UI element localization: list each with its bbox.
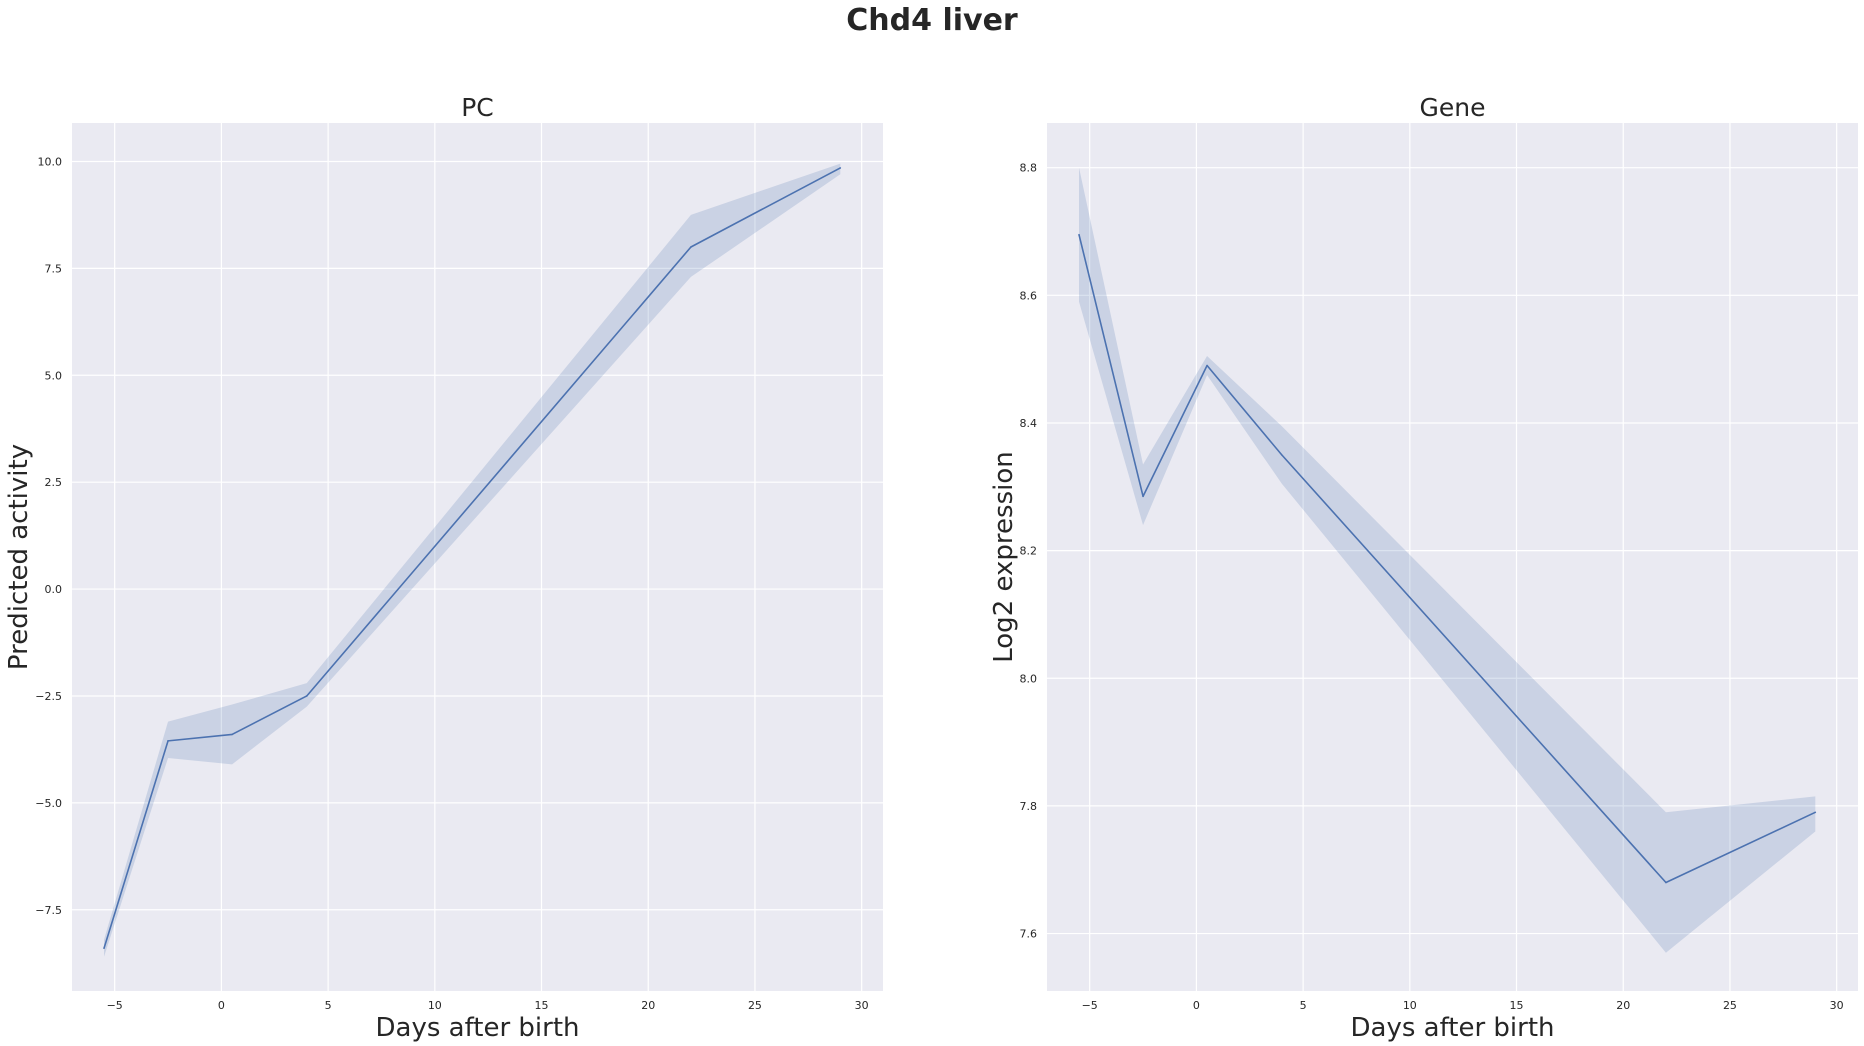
gene-series-line	[1078, 234, 1816, 884]
pc-y-tick-label: 10.0	[38, 155, 63, 168]
gene-y-tick-label: 8.8	[1020, 162, 1038, 175]
gene-x-tick-label: 20	[1616, 999, 1630, 1012]
pc-plot-area	[72, 123, 883, 991]
gene-y-tick-label: 7.6	[1020, 928, 1038, 941]
gene-y-axis-label: Log2 expression	[989, 451, 1019, 663]
pc-x-tick-label: 0	[218, 999, 225, 1012]
pc-x-tick-label: 25	[748, 999, 762, 1012]
gene-x-tick-label: −5	[1082, 999, 1098, 1012]
gene-x-tick-label: 0	[1193, 999, 1200, 1012]
pc-y-tick-label: 0.0	[45, 583, 63, 596]
pc-x-tick-label: 30	[855, 999, 869, 1012]
pc-y-tick-label: −2.5	[35, 690, 62, 703]
pc-x-axis-label: Days after birth	[375, 1013, 579, 1043]
gene-data-point	[1206, 364, 1208, 367]
gene-x-tick-label: 15	[1510, 999, 1524, 1012]
pc-data-point	[305, 695, 308, 697]
gene-y-tick-label: 7.8	[1020, 800, 1038, 813]
pc-data-point	[103, 947, 105, 950]
gene-confidence-band	[1079, 167, 1816, 953]
pc-chart: −5 0 5 10 15 20 25 30 −7.5 −5.0 −2.5 0.0 2.5 5.0 7.5 10…	[4, 93, 883, 1043]
pc-x-tick-label: 15	[535, 999, 549, 1012]
pc-data-point	[690, 246, 692, 248]
pc-series-line	[103, 167, 841, 949]
gene-x-axis-label: Days after birth	[1350, 1013, 1554, 1043]
pc-data-point	[231, 733, 233, 736]
gene-data-point	[1814, 811, 1817, 814]
pc-y-tick-label: 5.0	[45, 369, 63, 382]
gene-data-point	[1078, 233, 1080, 236]
gene-y-tick-label: 8.2	[1020, 545, 1038, 558]
pc-data-point	[167, 740, 169, 742]
pc-y-tick-label: 2.5	[45, 476, 63, 489]
pc-x-tick-label: 10	[428, 999, 442, 1012]
pc-x-tick-label: 20	[641, 999, 655, 1012]
pc-y-tick-label: −5.0	[35, 797, 62, 810]
gene-x-tick-label: 25	[1723, 999, 1737, 1012]
figure-title: Chd4 liver	[846, 3, 1018, 38]
pc-y-tick-label: 7.5	[45, 262, 63, 275]
gene-y-tick-label: 8.0	[1020, 672, 1038, 685]
gene-data-point	[1665, 881, 1667, 884]
pc-x-tick-label: 5	[325, 999, 332, 1012]
pc-data-point	[839, 167, 842, 169]
gene-x-tick-label: 5	[1300, 999, 1307, 1012]
gene-y-tick-label: 8.6	[1020, 289, 1038, 302]
gene-x-tick-label: 30	[1830, 999, 1844, 1012]
gene-y-tick-label: 8.4	[1020, 417, 1038, 430]
gene-data-point	[1142, 495, 1144, 498]
gene-data-point	[1280, 454, 1283, 456]
gene-chart: −5 0 5 10 15 20 25 30 7.6 7.8 8.0 8.2 8.4 8.6 8.8 Gene D…	[989, 93, 1858, 1043]
gene-chart-title: Gene	[1420, 93, 1486, 122]
gene-plot-area	[1047, 123, 1858, 991]
pc-chart-title: PC	[461, 93, 494, 122]
pc-y-axis-label: Predicted activity	[4, 444, 34, 670]
gene-x-tick-label: 10	[1403, 999, 1417, 1012]
pc-y-tick-label: −7.5	[35, 904, 62, 917]
pc-x-tick-label: −5	[107, 999, 123, 1012]
